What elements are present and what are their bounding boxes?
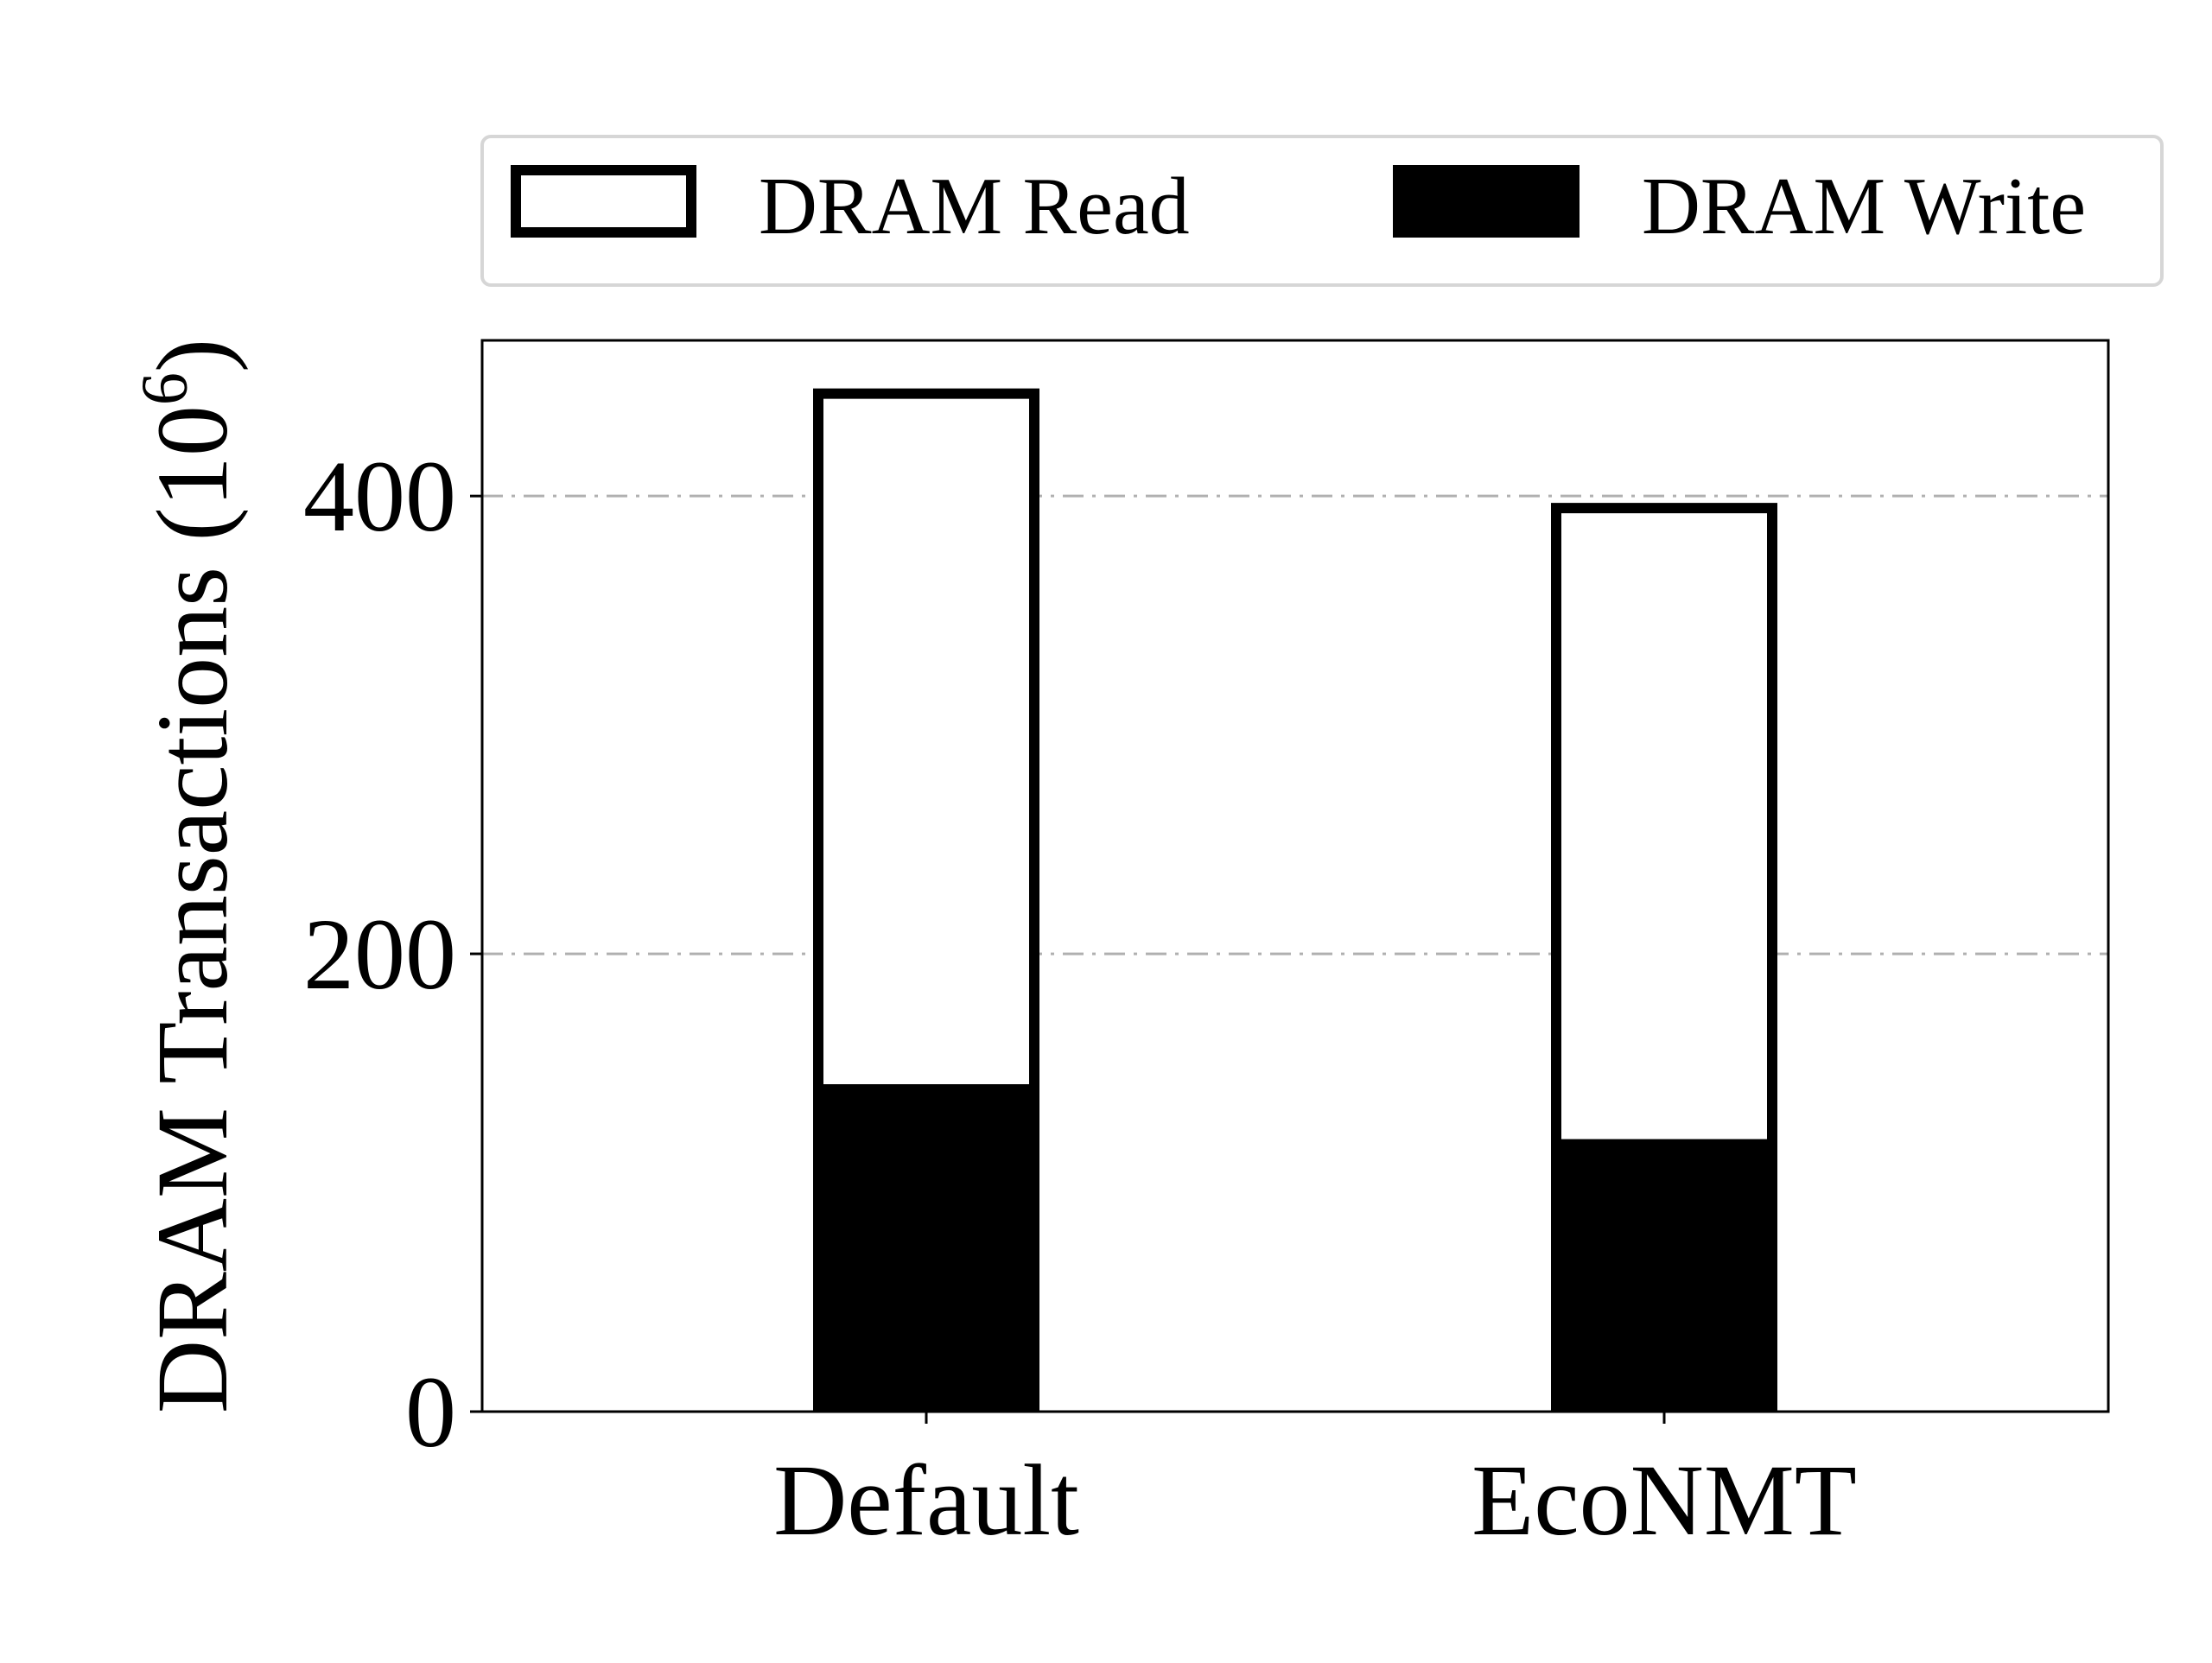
y-axis-title-main: DRAM Transactions (10 [136,405,249,1413]
legend-frame [480,135,2164,287]
grid-layer [482,494,2108,955]
bar-layer [813,388,1777,1412]
bar-write [1551,1139,1777,1412]
legend-swatch-write [1393,165,1580,238]
legend: DRAM Read DRAM Write [480,135,2164,287]
legend-label-write: DRAM Write [1642,162,2086,251]
tick-layer: 0 200 400 Default EcoNMT [303,440,1857,1557]
y-tick-label: 400 [303,440,456,553]
legend-swatch-read [511,165,696,238]
y-axis-title-exponent: 6 [129,372,201,405]
plot-frame [480,339,2110,1413]
y-axis-title: DRAM Transactions (106) [129,339,249,1413]
x-tick-label: EcoNMT [1471,1444,1857,1557]
bar-read [813,388,1039,1095]
y-tick-label: 0 [405,1355,456,1469]
bar-read [1551,503,1777,1150]
bar-write [813,1084,1039,1412]
y-tick-label: 200 [303,898,456,1011]
x-tick-label: Default [773,1444,1079,1557]
y-axis-title-close: ) [136,339,249,372]
legend-label-read: DRAM Read [759,162,1190,251]
